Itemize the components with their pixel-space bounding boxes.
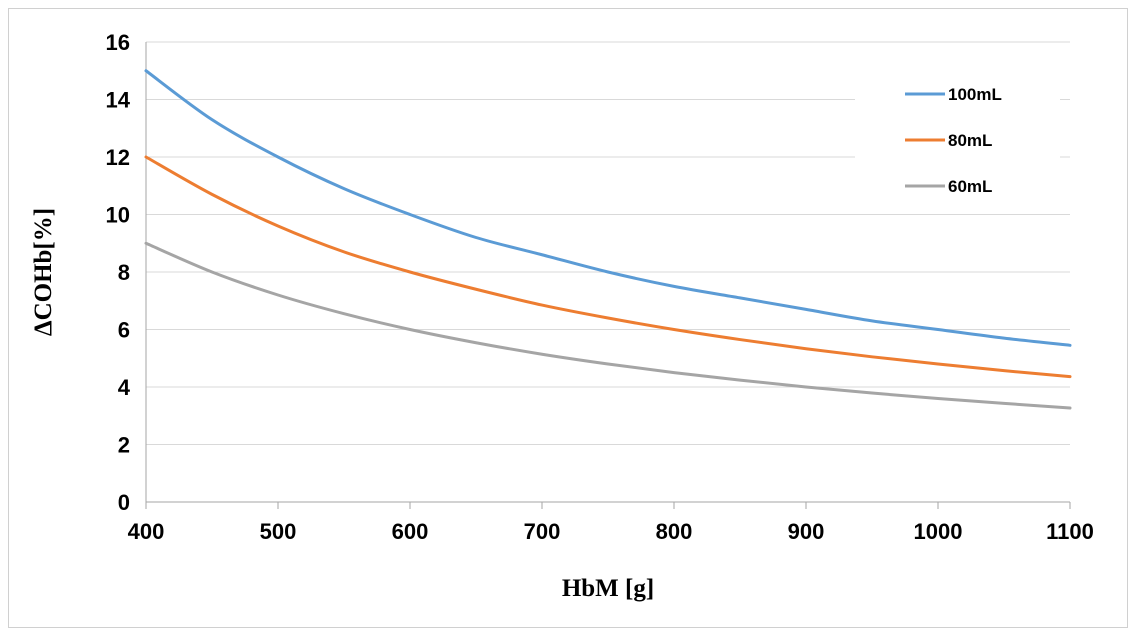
y-tick-label: 12 xyxy=(106,145,130,170)
y-axis-title: ΔCOHb[%] xyxy=(30,208,57,336)
series-line-80mL xyxy=(144,155,1072,379)
chart-frame: 0 2 4 6 8 10 12 14 16 400 500 600 700 800 900 1000 1100 … xyxy=(8,8,1128,628)
x-tick-label: 700 xyxy=(524,519,561,544)
grid-lines xyxy=(146,41,1070,445)
x-tick-label: 600 xyxy=(392,519,429,544)
series-line-60mL xyxy=(144,241,1072,410)
legend-label: 100mL xyxy=(948,85,1002,104)
legend-label: 80mL xyxy=(948,131,992,150)
axes xyxy=(145,42,1071,509)
legend-box xyxy=(855,69,1060,214)
y-tick-label: 2 xyxy=(118,433,130,458)
y-tick-label: 10 xyxy=(106,203,130,228)
series-line-100mL xyxy=(144,69,1072,347)
legend-label: 60mL xyxy=(948,177,992,196)
x-tick-label: 1100 xyxy=(1046,519,1094,544)
y-tick-label: 6 xyxy=(118,318,130,343)
y-tick-label: 16 xyxy=(106,30,130,55)
y-tick-label: 8 xyxy=(118,260,130,285)
x-tick-label: 1000 xyxy=(914,519,963,544)
x-tick-label: 400 xyxy=(128,519,165,544)
series-lines xyxy=(144,69,1072,410)
y-tick-label: 14 xyxy=(106,88,131,113)
x-tick-label: 900 xyxy=(788,519,825,544)
x-tick-label: 500 xyxy=(260,519,297,544)
y-tick-label: 0 xyxy=(118,490,130,515)
legend: 100mL 80mL 60mL xyxy=(855,69,1060,214)
x-axis-title: HbM [g] xyxy=(562,575,654,602)
tick-labels: 0 2 4 6 8 10 12 14 16 400 500 600 700 800 900 1000 1100 xyxy=(106,30,1094,544)
y-tick-label: 4 xyxy=(118,375,131,400)
x-tick-label: 800 xyxy=(656,519,693,544)
